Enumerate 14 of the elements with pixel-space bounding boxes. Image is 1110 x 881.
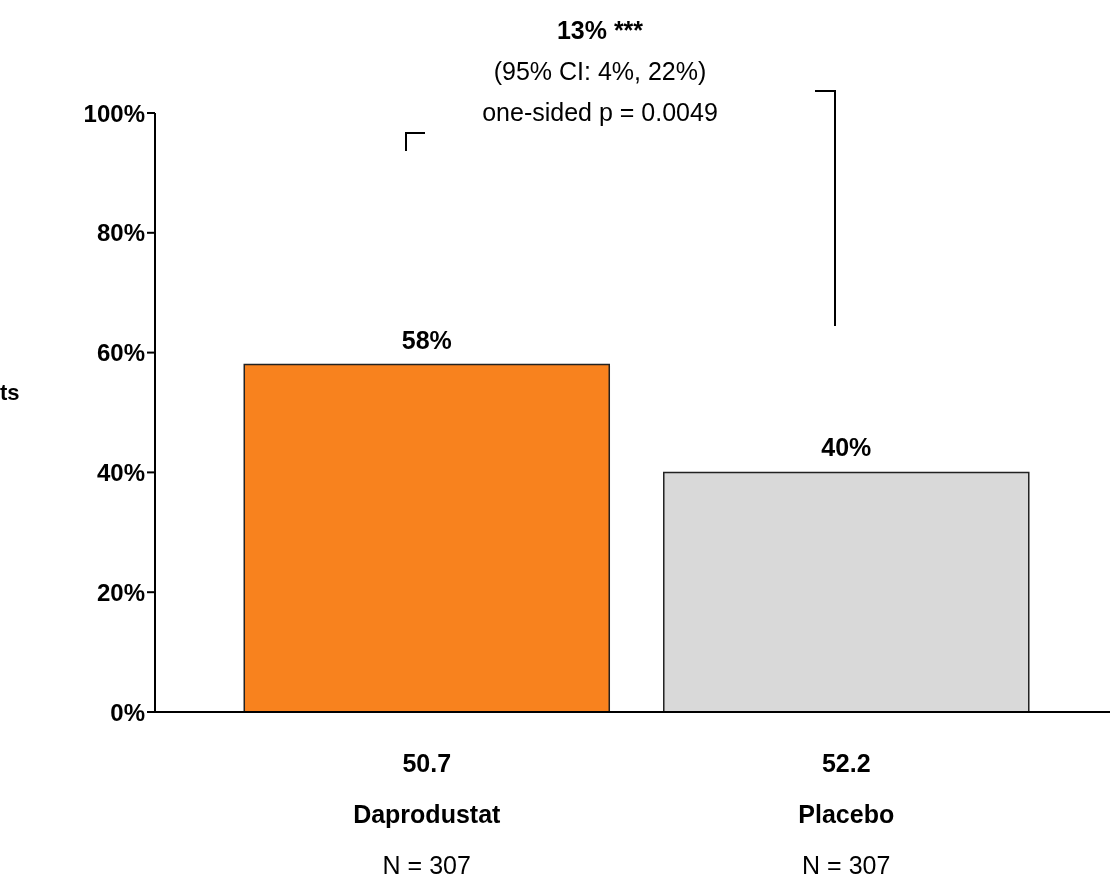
data-label: 58% — [401, 325, 452, 354]
x-tick-label: 52.2 Placebo N = 307 — [798, 749, 895, 879]
y-tick-label: 20% — [96, 578, 145, 606]
y-tick-label: 100% — [83, 99, 145, 127]
x-tick-label: 50.7 Daprodustat N = 307 — [353, 749, 502, 879]
annotation: one-sided p = 0.0049 — [481, 97, 719, 128]
text: 13% *** — [555, 15, 645, 46]
y-tick-label: 80% — [96, 219, 145, 247]
y-tick-label: 40% — [96, 458, 145, 486]
data-label: 40% — [821, 433, 872, 462]
y-tick-label: 0% — [110, 698, 145, 726]
text: (95% CI: 4%, 22%) — [492, 56, 708, 87]
y-axis-title: ts — [0, 380, 20, 406]
y-tick-label: 60% — [96, 339, 145, 367]
